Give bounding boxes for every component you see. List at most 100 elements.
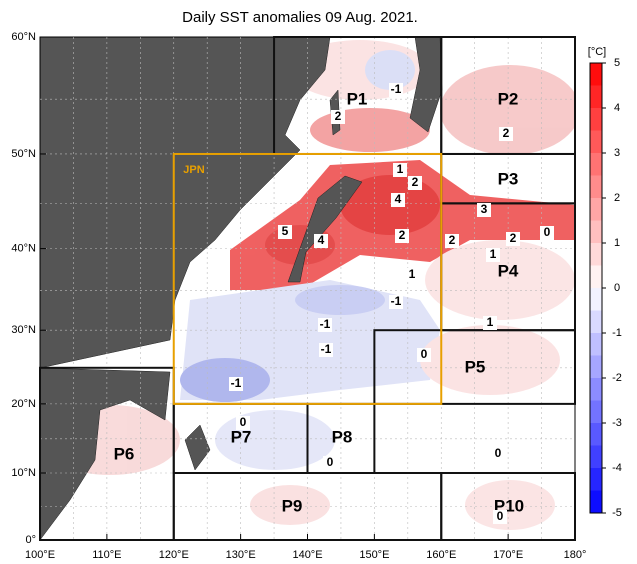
contour-label: -1 [231, 376, 242, 390]
region-label: P7 [231, 427, 252, 446]
contour-label-bg [408, 176, 422, 190]
contour-label-bg [445, 234, 459, 248]
contour-label: 4 [395, 192, 402, 206]
x-tick-label: 150°E [359, 549, 389, 561]
map-area [40, 37, 575, 540]
contour-label-bg [393, 163, 407, 177]
contour-label-bg [506, 232, 520, 246]
contour-label-bg [236, 416, 250, 430]
x-tick-label: 140°E [292, 549, 322, 561]
contour-label: 5 [282, 224, 289, 238]
contour-label-bg [486, 248, 500, 262]
y-tick-label: 50°N [11, 148, 36, 160]
contour-label: 2 [449, 233, 456, 247]
x-tick-label: 110°E [92, 549, 121, 561]
contour-label: 1 [487, 315, 494, 329]
x-tick-label: 170°E [493, 549, 523, 561]
region-label: P3 [498, 169, 519, 188]
contour-label-bg [323, 456, 337, 470]
contour-label: 3 [481, 202, 488, 216]
colorbar-tick-label: -4 [612, 462, 622, 474]
jpn-box [172, 152, 443, 405]
contour-label-bg [477, 203, 491, 217]
title: Daily SST anomalies 09 Aug. 2021. [182, 9, 418, 26]
region-box [440, 471, 576, 541]
contour-label-bg [389, 83, 403, 97]
contour-label: 0 [421, 347, 428, 361]
colorbar-tick-label: 1 [614, 237, 620, 249]
colorbar-tick-label: -1 [612, 327, 622, 339]
x-tick-label: 120°E [159, 549, 189, 561]
y-tick-label: 10°N [11, 467, 36, 479]
contour-label: 4 [318, 233, 325, 247]
colorbar-tick-label: 0 [614, 282, 620, 294]
contour-label-bg [493, 510, 507, 524]
x-tick-label: 130°E [226, 549, 256, 561]
contour-label-bg [405, 268, 419, 282]
contour-label: -1 [391, 294, 402, 308]
jpn-label: JPN [183, 164, 204, 176]
region-label: P2 [498, 89, 519, 108]
region-label: P5 [465, 357, 486, 376]
contour-label: 0 [497, 509, 504, 523]
colorbar-tick-label: 3 [614, 147, 620, 159]
colorbar-tick-label: 2 [614, 192, 620, 204]
contour-label: 1 [490, 247, 497, 261]
y-tick-label: 60°N [11, 31, 36, 43]
y-tick-label: 40°N [11, 243, 36, 255]
contour-label-bg [331, 110, 345, 124]
contour-label-bg [540, 226, 554, 240]
colorbar-tick-label: 5 [614, 57, 620, 69]
colorbar-band [590, 333, 602, 356]
contour-label: 2 [412, 175, 419, 189]
contour-label-bg [395, 229, 409, 243]
colorbar-band [590, 243, 602, 266]
contour-label: -1 [321, 342, 332, 356]
contour-label-bg [318, 318, 332, 332]
colorbar-band [590, 310, 602, 333]
colorbar-band [590, 490, 602, 513]
colorbar-tick-label: -5 [612, 507, 622, 519]
colorbar-band [590, 288, 602, 311]
contour-label: -1 [391, 82, 402, 96]
colorbar-tick-label: -2 [612, 372, 622, 384]
contour-label-bg [314, 234, 328, 248]
colorbar-unit: [°C] [588, 46, 606, 58]
colorbar: 5 4 3 2 1 0 -1 -2 -3 -4 -5 [589, 57, 622, 519]
contour-label-bg [229, 377, 243, 391]
colorbar-band [590, 85, 602, 108]
y-tick-label: 0° [25, 534, 36, 546]
contour-label-bg [391, 193, 405, 207]
contour-label-bg [499, 127, 513, 141]
contour-label: -1 [320, 317, 331, 331]
contour-label: 2 [510, 231, 517, 245]
y-tick-label: 20°N [11, 398, 36, 410]
colorbar-band [590, 423, 602, 446]
colorbar-band [590, 445, 602, 468]
region-label: P4 [498, 261, 519, 280]
contour-label: 0 [544, 225, 551, 239]
region-label: P1 [347, 89, 368, 108]
contour-label: 2 [399, 228, 406, 242]
x-tick-label: 180° [564, 549, 587, 561]
colorbar-tick-label: 4 [614, 102, 620, 114]
contour-label-bg [491, 447, 505, 461]
y-tick-label: 30°N [11, 324, 36, 336]
colorbar-band [590, 63, 602, 86]
colorbar-band [590, 468, 602, 491]
contour-label-bg [278, 225, 292, 239]
colorbar-band [590, 220, 602, 243]
colorbar-band [590, 400, 602, 423]
colorbar-band [590, 153, 602, 176]
contour-label: 2 [335, 109, 342, 123]
colorbar-band [590, 175, 602, 198]
contour-label-bg [389, 295, 403, 309]
region-label: P9 [282, 496, 303, 515]
colorbar-tick-label: -3 [612, 417, 622, 429]
x-tick-label: 160°E [426, 549, 456, 561]
x-tick-label: 100°E [25, 549, 55, 561]
region-label: P6 [114, 444, 135, 463]
colorbar-band [590, 130, 602, 153]
region-box [373, 329, 576, 405]
